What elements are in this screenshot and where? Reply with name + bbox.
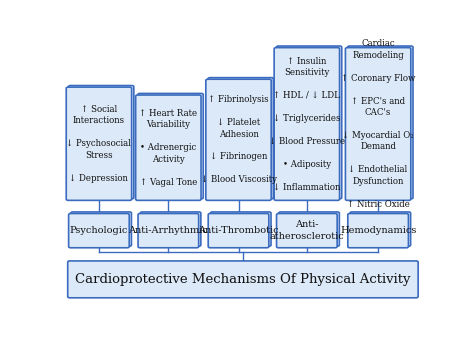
- FancyBboxPatch shape: [208, 78, 273, 199]
- FancyBboxPatch shape: [68, 261, 418, 298]
- FancyBboxPatch shape: [348, 213, 409, 248]
- Text: Anti-
atherosclerotic: Anti- atherosclerotic: [269, 221, 344, 241]
- FancyBboxPatch shape: [276, 46, 342, 199]
- FancyBboxPatch shape: [208, 213, 269, 248]
- Text: Cardiac
Remodeling

↑ Coronary Flow

↑ EPC's and
CAC's

↓ Myocardial O₂
Demand

: Cardiac Remodeling ↑ Coronary Flow ↑ EPC…: [341, 39, 415, 209]
- Text: Psychologic: Psychologic: [70, 226, 128, 235]
- FancyBboxPatch shape: [276, 213, 337, 248]
- Text: Cardioprotective Mechanisms Of Physical Activity: Cardioprotective Mechanisms Of Physical …: [75, 273, 410, 286]
- FancyBboxPatch shape: [350, 212, 410, 246]
- FancyBboxPatch shape: [279, 212, 339, 246]
- FancyBboxPatch shape: [346, 48, 411, 200]
- Text: ↑ Insulin
Sensitivity

↑ HDL / ↓ LDL

↓ Triglycerides

↓ Blood Pressure

• Adipo: ↑ Insulin Sensitivity ↑ HDL / ↓ LDL ↓ Tr…: [269, 56, 345, 192]
- FancyBboxPatch shape: [274, 48, 339, 200]
- FancyBboxPatch shape: [138, 93, 203, 199]
- Text: ↑ Social
Interactions

↓ Psychosocial
Stress

↓ Depression: ↑ Social Interactions ↓ Psychosocial Str…: [66, 105, 131, 183]
- FancyBboxPatch shape: [69, 213, 129, 248]
- FancyBboxPatch shape: [138, 213, 199, 248]
- FancyBboxPatch shape: [136, 95, 201, 200]
- Text: Anti-Arrhythmic: Anti-Arrhythmic: [128, 226, 208, 235]
- FancyBboxPatch shape: [347, 46, 413, 199]
- FancyBboxPatch shape: [71, 212, 131, 246]
- FancyBboxPatch shape: [210, 212, 271, 246]
- Text: ↑ Heart Rate
Variability

• Adrenergic
Activity

↑ Vagal Tone: ↑ Heart Rate Variability • Adrenergic Ac…: [139, 109, 197, 186]
- Text: Anti-Thrombotic: Anti-Thrombotic: [198, 226, 279, 235]
- FancyBboxPatch shape: [68, 86, 134, 199]
- Text: Hemodynamics: Hemodynamics: [340, 226, 416, 235]
- Text: ↑ Fibrinolysis

↓ Platelet
Adhesion

↓ Fibrinogen

↓ Blood Viscosity: ↑ Fibrinolysis ↓ Platelet Adhesion ↓ Fib…: [201, 95, 276, 184]
- FancyBboxPatch shape: [140, 212, 201, 246]
- FancyBboxPatch shape: [206, 79, 271, 200]
- FancyBboxPatch shape: [66, 87, 132, 200]
